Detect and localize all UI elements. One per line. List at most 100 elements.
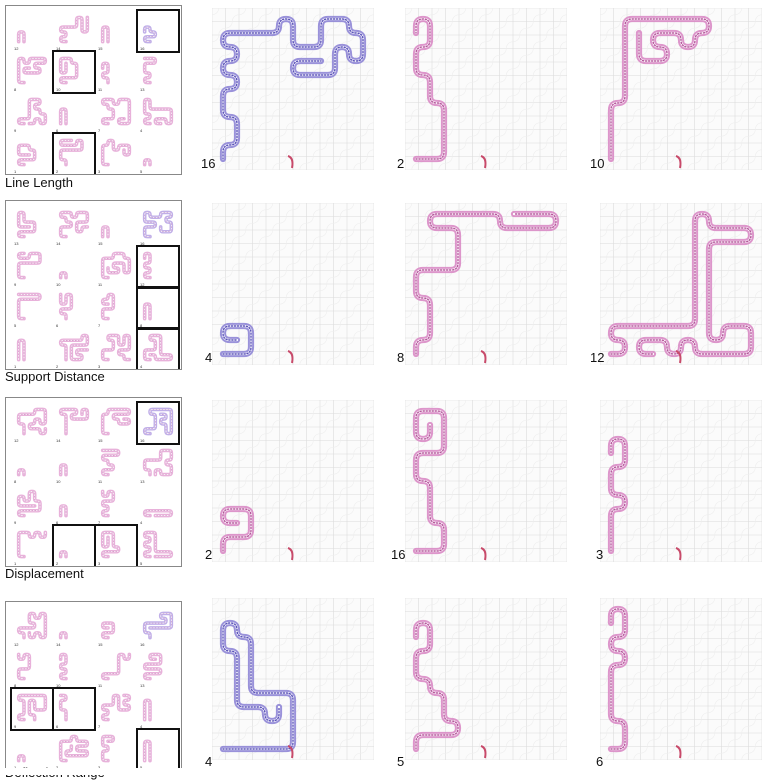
path-plot <box>405 8 567 170</box>
svg-text:7: 7 <box>98 724 101 729</box>
svg-text:2: 2 <box>56 765 59 770</box>
svg-text:16: 16 <box>140 438 145 443</box>
svg-text:8: 8 <box>14 87 17 92</box>
svg-text:8: 8 <box>14 479 17 484</box>
overview-grid: 13 14 15 169 10 11 125 6 7 81 2 3 4 <box>14 210 180 369</box>
svg-text:2: 2 <box>56 561 59 566</box>
path-plot <box>405 400 567 562</box>
svg-text:15: 15 <box>98 46 103 51</box>
svg-text:13: 13 <box>140 87 145 92</box>
path-plot <box>405 203 567 365</box>
panel-support-distance-1[interactable] <box>212 203 374 365</box>
overview-line-length[interactable]: 12 14 15 16 8 10 11 13 9 6 7 4 1 2 3 5 <box>5 5 182 175</box>
svg-text:9: 9 <box>14 282 17 287</box>
svg-text:2: 2 <box>56 169 59 174</box>
svg-text:10: 10 <box>56 479 61 484</box>
svg-text:3: 3 <box>98 561 101 566</box>
svg-text:4: 4 <box>140 724 143 729</box>
panel-label: 2 <box>205 547 213 562</box>
panel-line-length-2[interactable] <box>405 8 567 170</box>
svg-text:6: 6 <box>56 128 59 133</box>
panel-label: 16 <box>391 547 406 562</box>
svg-text:10: 10 <box>56 683 61 688</box>
panel-line-length-3[interactable] <box>600 8 762 170</box>
panel-displacement-2[interactable] <box>405 400 567 562</box>
path-plot <box>212 598 374 760</box>
svg-text:14: 14 <box>56 438 61 443</box>
section-label-line-length: Line Length <box>5 175 73 190</box>
svg-text:11: 11 <box>98 282 103 287</box>
panel-line-length-1[interactable] <box>212 8 374 170</box>
overview-support-distance[interactable]: 13 14 15 16 9 10 11 12 5 6 7 8 1 2 3 4 <box>5 200 182 370</box>
svg-text:15: 15 <box>98 438 103 443</box>
svg-text:11: 11 <box>98 87 103 92</box>
panel-label: 8 <box>397 350 405 365</box>
svg-text:7: 7 <box>98 520 101 525</box>
path-plot <box>212 203 374 365</box>
path-plot <box>600 400 762 562</box>
svg-text:11: 11 <box>98 479 103 484</box>
svg-text:6: 6 <box>56 323 59 328</box>
path-plot <box>212 8 374 170</box>
svg-text:1: 1 <box>14 561 17 566</box>
panel-displacement-3[interactable] <box>600 400 762 562</box>
svg-text:7: 7 <box>98 323 101 328</box>
svg-text:13: 13 <box>140 683 145 688</box>
svg-text:8: 8 <box>14 683 17 688</box>
svg-text:1: 1 <box>14 169 17 174</box>
svg-text:12: 12 <box>14 438 19 443</box>
page-bottom-edge <box>0 768 776 775</box>
svg-text:9: 9 <box>14 128 17 133</box>
svg-text:14: 14 <box>56 241 61 246</box>
svg-text:5: 5 <box>140 561 143 566</box>
path-plot <box>600 598 762 760</box>
svg-text:16: 16 <box>140 642 145 647</box>
svg-text:7: 7 <box>98 128 101 133</box>
svg-text:5: 5 <box>140 765 143 770</box>
svg-text:12: 12 <box>14 642 19 647</box>
panel-displacement-1[interactable] <box>212 400 374 562</box>
panel-deflection-range-2[interactable] <box>405 598 567 760</box>
section-label-support-distance: Support Distance <box>5 369 105 384</box>
svg-text:1: 1 <box>14 765 17 770</box>
panel-label: 4 <box>205 350 213 365</box>
overview-displacement[interactable]: 12 14 15 16 8 10 11 13 9 6 7 4 1 2 3 5 <box>5 397 182 567</box>
svg-text:9: 9 <box>14 520 17 525</box>
svg-text:6: 6 <box>56 520 59 525</box>
svg-text:16: 16 <box>140 46 145 51</box>
panel-label: 6 <box>596 754 604 769</box>
svg-text:14: 14 <box>56 642 61 647</box>
svg-text:13: 13 <box>140 479 145 484</box>
svg-text:8: 8 <box>140 323 143 328</box>
svg-text:1: 1 <box>14 364 17 369</box>
svg-text:4: 4 <box>140 520 143 525</box>
svg-text:13: 13 <box>14 241 19 246</box>
panel-deflection-range-1[interactable] <box>212 598 374 760</box>
panel-label: 2 <box>397 156 405 171</box>
path-plot <box>212 400 374 562</box>
panel-label: 10 <box>590 156 605 171</box>
svg-text:3: 3 <box>98 765 101 770</box>
panel-label: 5 <box>397 754 405 769</box>
svg-text:15: 15 <box>98 241 103 246</box>
svg-text:5: 5 <box>14 323 17 328</box>
svg-text:16: 16 <box>140 241 145 246</box>
panel-support-distance-3[interactable] <box>600 203 762 365</box>
svg-text:15: 15 <box>98 642 103 647</box>
svg-text:12: 12 <box>14 46 19 51</box>
svg-text:3: 3 <box>98 364 101 369</box>
panel-deflection-range-3[interactable] <box>600 598 762 760</box>
panel-support-distance-2[interactable] <box>405 203 567 365</box>
section-label-displacement: Displacement <box>5 566 84 581</box>
svg-text:2: 2 <box>56 364 59 369</box>
svg-text:14: 14 <box>56 46 61 51</box>
svg-text:11: 11 <box>98 683 103 688</box>
svg-text:4: 4 <box>140 128 143 133</box>
svg-text:5: 5 <box>140 169 143 174</box>
svg-text:12: 12 <box>140 282 145 287</box>
panel-label: 16 <box>201 156 216 171</box>
